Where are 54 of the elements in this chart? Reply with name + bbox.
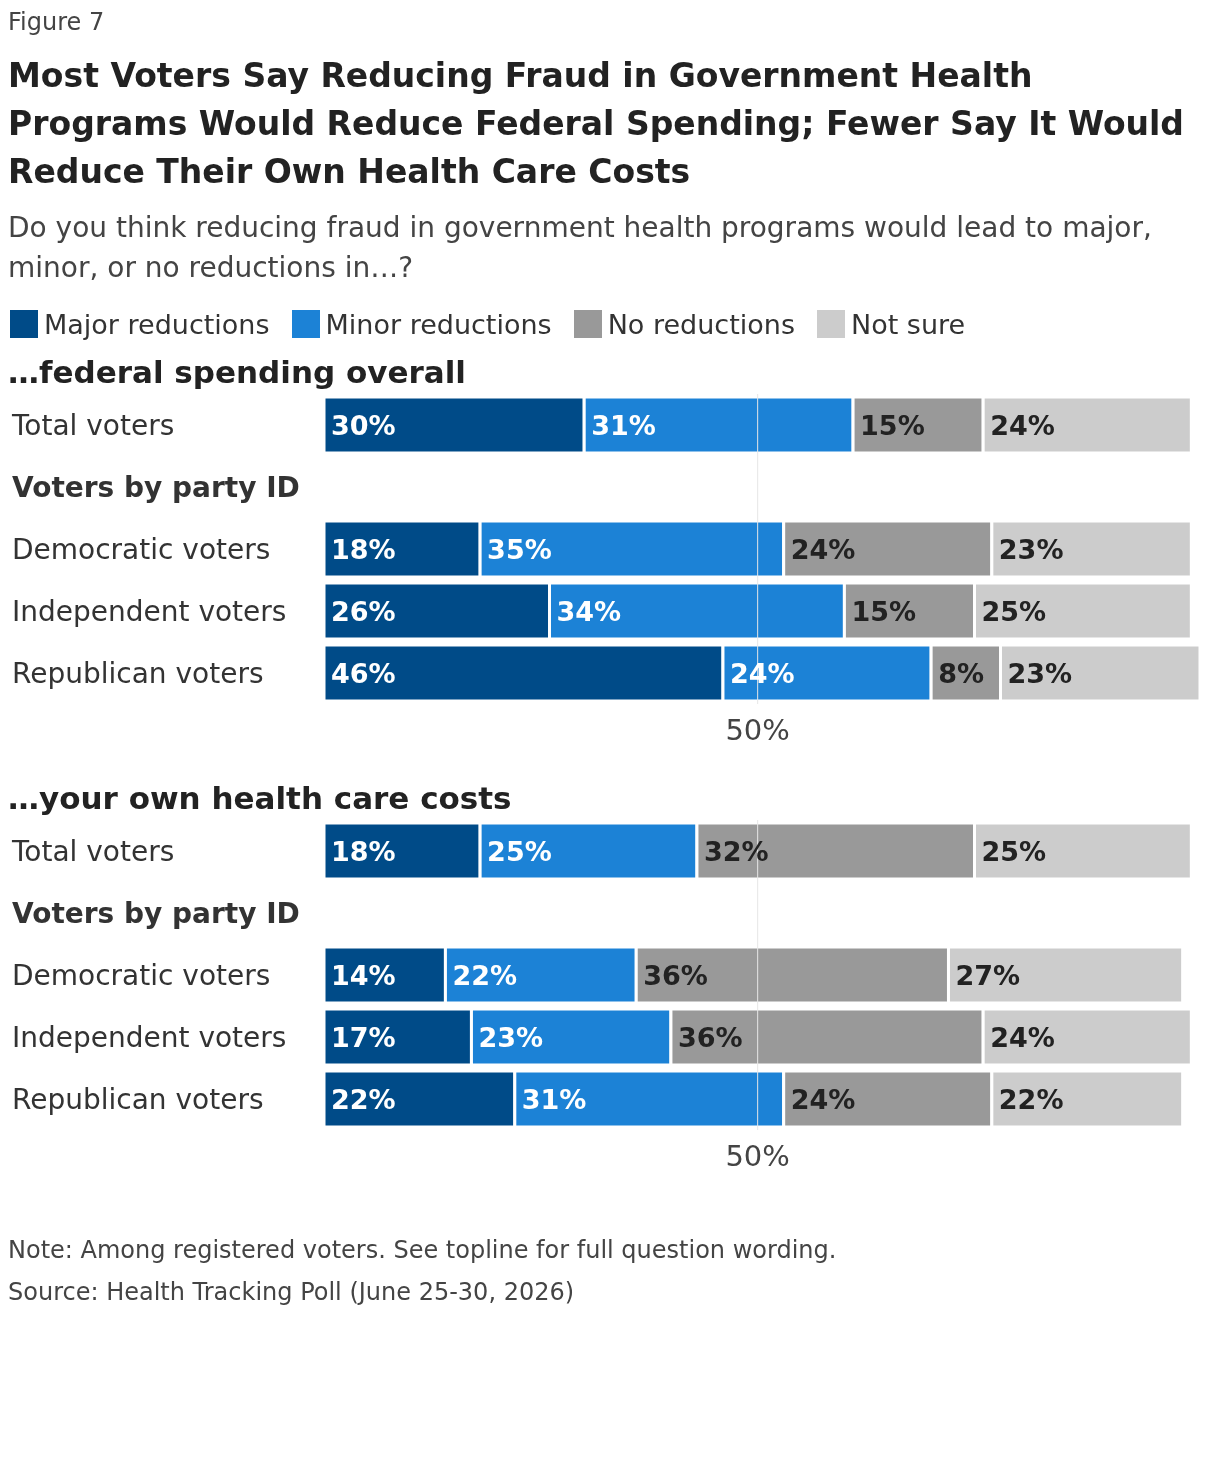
text: …federal spending overall	[8, 353, 467, 390]
y-tick-label: Independent voters	[12, 594, 287, 628]
data-label: 31%	[521, 1083, 587, 1115]
data-label: 22%	[331, 1083, 396, 1115]
caption: Figure 7	[8, 8, 106, 36]
y-tick-label: Republican voters	[12, 1082, 264, 1116]
source-note: Source: Health Tracking Poll (June 25-30, 2026)	[8, 1277, 576, 1306]
data-label: 32%	[703, 835, 769, 867]
data-label: 46%	[331, 657, 396, 689]
data-label: 24%	[990, 409, 1055, 441]
data-label: 23%	[998, 533, 1064, 565]
data-label: 25%	[981, 835, 1047, 867]
text: Note: Among registered voters. See topline for full question wording.	[8, 1235, 838, 1264]
data-label: 30%	[331, 409, 396, 441]
data-label: 36%	[677, 1021, 743, 1053]
legend-label: No reductions	[607, 308, 795, 340]
ref-line-label: 50%	[725, 1138, 790, 1173]
data-label: 31%	[591, 409, 656, 441]
y-tick-label: Independent voters	[12, 1020, 287, 1054]
data-label: 18%	[331, 533, 396, 565]
data-label: 34%	[556, 595, 622, 627]
data-label: 15%	[851, 595, 917, 627]
y-tick-label: Voters by party ID	[12, 896, 300, 930]
data-label: 17%	[331, 1021, 396, 1053]
data-label: 35%	[487, 533, 552, 565]
data-label: 14%	[331, 959, 396, 991]
legend-label: Not sure	[850, 308, 966, 340]
y-tick-label: Voters by party ID	[12, 470, 300, 504]
data-label: 22%	[998, 1083, 1064, 1115]
data-label: 27%	[955, 959, 1021, 991]
data-label: 24%	[790, 533, 856, 565]
legend-label: Minor reductions	[325, 308, 552, 340]
data-label: 18%	[331, 835, 396, 867]
data-label: 24%	[990, 1021, 1055, 1053]
data-label: 24%	[790, 1083, 856, 1115]
y-tick-label: Republican voters	[12, 656, 264, 690]
data-label: 26%	[331, 595, 396, 627]
chart-title: …your own health care costs	[8, 779, 513, 816]
y-tick-label: Democratic voters	[12, 532, 271, 566]
y-tick-label: Total voters	[11, 408, 175, 442]
chart-title: Most Voters Say Reducing Fraud in Government Health Programs Would Reduce Federal Spending; Fewer Say It Would Reduce Their Own Health Care Costs	[8, 55, 1185, 193]
chart-subtitle: Do you think reducing fraud in government health programs would lead to major, minor, or no reductions in…?	[8, 209, 1153, 287]
data-label: 25%	[981, 595, 1047, 627]
y-tick-label: Democratic voters	[12, 958, 271, 992]
legend-label: Major reductions	[44, 308, 270, 340]
y-tick-label: Total voters	[11, 834, 175, 868]
data-label: 22%	[452, 959, 518, 991]
data-label: 23%	[1007, 657, 1073, 689]
data-label: 36%	[643, 959, 708, 991]
ref-line-label: 50%	[725, 712, 790, 747]
data-label: 25%	[487, 835, 552, 867]
data-label: 8%	[938, 657, 984, 689]
data-label: 15%	[860, 409, 925, 441]
data-label: 23%	[478, 1021, 544, 1053]
